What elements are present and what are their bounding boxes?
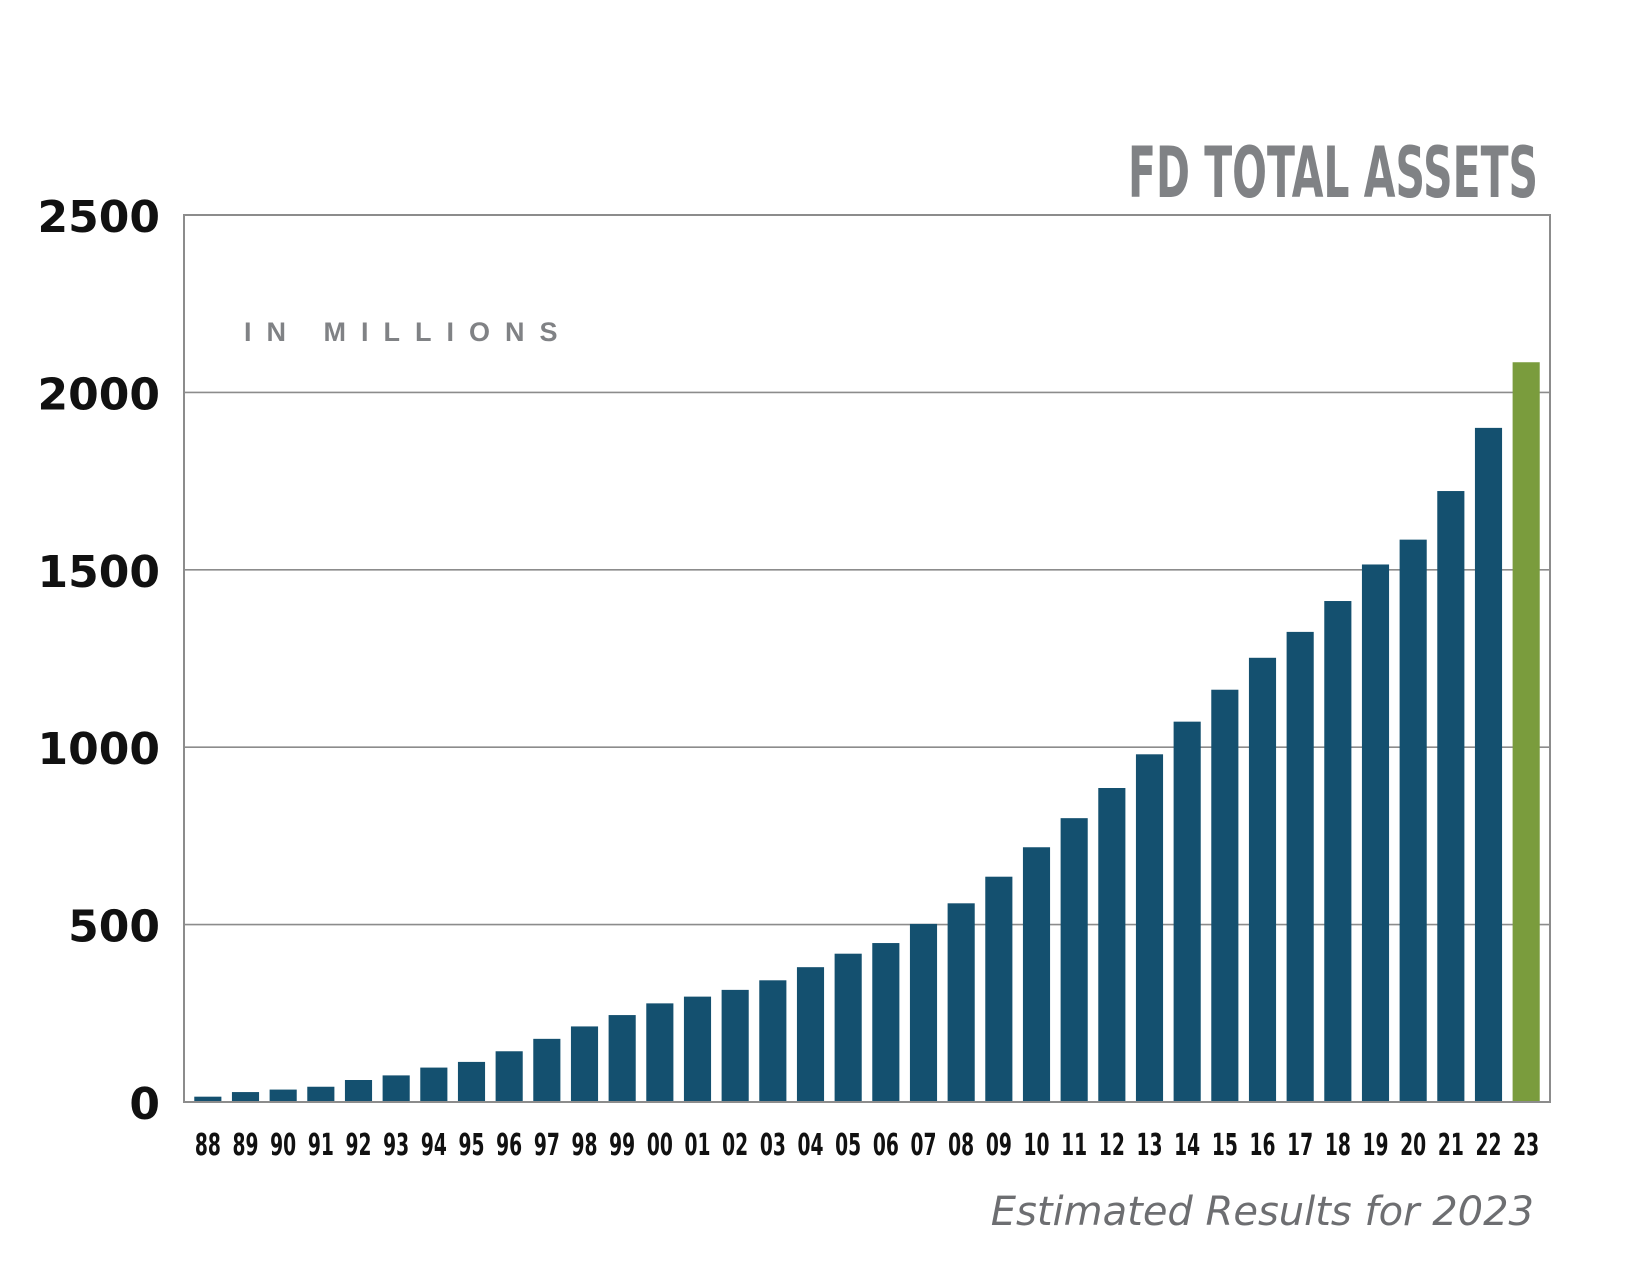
x-tick-label-98: 98 xyxy=(572,1128,598,1163)
x-tick-label-12: 12 xyxy=(1099,1128,1125,1163)
x-tick-label-88: 88 xyxy=(195,1128,221,1163)
x-tick-label-00: 00 xyxy=(647,1128,673,1163)
bar-22 xyxy=(1474,427,1503,1102)
bar-11 xyxy=(1060,818,1088,1102)
x-tick-label-02: 02 xyxy=(722,1128,748,1163)
x-tick-label-03: 03 xyxy=(760,1128,786,1163)
x-tick-label-22: 22 xyxy=(1476,1128,1502,1163)
bar-18 xyxy=(1324,601,1352,1102)
bar-98 xyxy=(570,1026,599,1102)
x-tick-label-97: 97 xyxy=(534,1128,560,1163)
y-tick-label-500: 500 xyxy=(68,902,160,953)
bar-95 xyxy=(457,1061,486,1102)
bar-23 xyxy=(1512,362,1540,1102)
bar-09 xyxy=(985,876,1013,1102)
x-tick-label-04: 04 xyxy=(798,1128,824,1163)
bar-14 xyxy=(1173,721,1201,1102)
x-tick-label-13: 13 xyxy=(1137,1128,1163,1163)
gridlines xyxy=(184,391,1550,926)
bar-89 xyxy=(231,1092,260,1102)
x-tick-label-07: 07 xyxy=(911,1128,937,1163)
bar-90 xyxy=(269,1089,297,1102)
bar-88 xyxy=(194,1096,222,1102)
x-tick-label-89: 89 xyxy=(233,1128,259,1163)
x-tick-label-23: 23 xyxy=(1513,1128,1539,1163)
x-tick-label-19: 19 xyxy=(1363,1128,1389,1163)
plot-frame xyxy=(183,214,1551,1103)
bar-15 xyxy=(1211,689,1239,1102)
bar-01 xyxy=(683,996,712,1102)
x-tick-label-11: 11 xyxy=(1061,1128,1087,1163)
bar-99 xyxy=(608,1015,636,1102)
x-tick-label-99: 99 xyxy=(609,1128,635,1163)
x-tick-label-96: 96 xyxy=(496,1128,522,1163)
x-tick-label-17: 17 xyxy=(1287,1128,1313,1163)
bar-10 xyxy=(1022,847,1051,1102)
chart-footnote: Estimated Results for 2023 xyxy=(991,1189,1534,1235)
bar-94 xyxy=(420,1067,448,1102)
bar-05 xyxy=(834,953,862,1102)
bar-13 xyxy=(1135,754,1164,1102)
bars xyxy=(194,362,1540,1102)
x-tick-label-21: 21 xyxy=(1438,1128,1464,1163)
y-tick-label-2000: 2000 xyxy=(38,369,160,420)
x-tick-label-90: 90 xyxy=(270,1128,296,1163)
bar-17 xyxy=(1286,631,1314,1102)
x-tick-label-01: 01 xyxy=(685,1128,711,1163)
x-tick-label-09: 09 xyxy=(986,1128,1012,1163)
bar-06 xyxy=(872,943,900,1102)
x-tick-label-91: 91 xyxy=(308,1128,334,1163)
bar-96 xyxy=(495,1051,523,1102)
bar-19 xyxy=(1361,564,1390,1102)
bar-97 xyxy=(533,1038,561,1102)
bar-04 xyxy=(796,967,825,1102)
bar-93 xyxy=(382,1075,410,1102)
x-tick-label-05: 05 xyxy=(835,1128,861,1163)
y-axis-tick-labels: 0 500 1000 1500 2000 2500 xyxy=(38,192,160,1130)
bar-91 xyxy=(307,1086,335,1102)
bar-20 xyxy=(1399,539,1427,1102)
bar-02 xyxy=(721,989,749,1102)
chart-title: FD TOTAL ASSETS xyxy=(1128,132,1538,214)
x-tick-label-14: 14 xyxy=(1174,1128,1200,1163)
y-tick-label-2500: 2500 xyxy=(38,192,160,243)
y-tick-label-0: 0 xyxy=(129,1079,160,1130)
bar-21 xyxy=(1437,491,1465,1102)
x-tick-label-15: 15 xyxy=(1212,1128,1238,1163)
x-tick-label-16: 16 xyxy=(1250,1128,1276,1163)
x-tick-label-20: 20 xyxy=(1400,1128,1426,1163)
bar-12 xyxy=(1098,788,1126,1102)
x-tick-label-10: 10 xyxy=(1024,1128,1050,1163)
x-tick-label-95: 95 xyxy=(459,1128,485,1163)
x-tick-label-93: 93 xyxy=(383,1128,409,1163)
bar-07 xyxy=(909,923,938,1102)
bar-08 xyxy=(947,903,975,1102)
y-tick-label-1000: 1000 xyxy=(38,724,160,775)
bar-16 xyxy=(1248,657,1277,1102)
x-tick-label-06: 06 xyxy=(873,1128,899,1163)
x-axis-tick-labels: 88 89 90 91 92 93 94 95 96 97 98 99 00 01 02 03 04 05 06 07… xyxy=(195,1128,1539,1163)
bar-00 xyxy=(646,1003,674,1102)
x-tick-label-94: 94 xyxy=(421,1128,447,1163)
x-tick-label-92: 92 xyxy=(346,1128,372,1163)
x-tick-label-18: 18 xyxy=(1325,1128,1351,1163)
y-tick-label-1500: 1500 xyxy=(38,547,160,598)
bar-92 xyxy=(344,1080,373,1102)
chart-subtitle: IN MILLIONS xyxy=(244,317,573,347)
bar-03 xyxy=(759,980,787,1102)
x-tick-label-08: 08 xyxy=(948,1128,974,1163)
